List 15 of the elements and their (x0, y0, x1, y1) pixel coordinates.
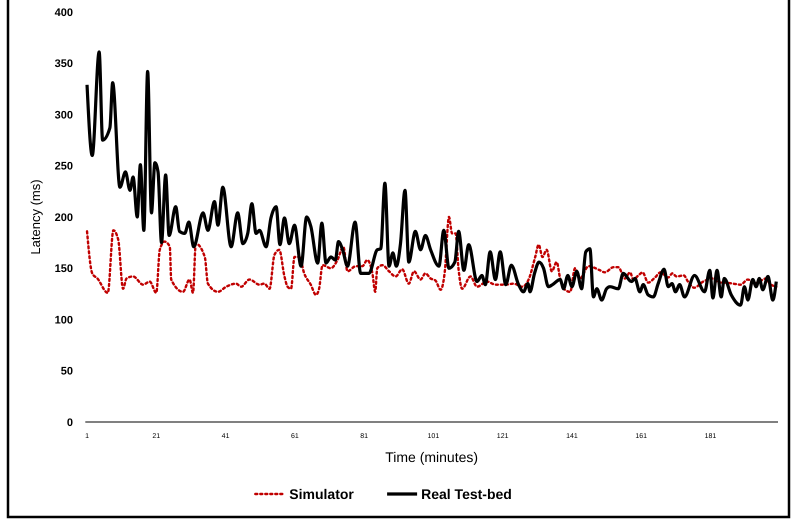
y-tick-label: 50 (60, 366, 73, 378)
y-tick-label: 0 (66, 416, 73, 429)
y-tick-label: 100 (54, 314, 73, 326)
y-tick-label: 200 (54, 212, 73, 224)
x-axis-title: Time (minutes) (385, 449, 478, 465)
line-series (86, 216, 778, 296)
y-tick-label: 250 (54, 160, 73, 173)
y-tick-label: 350 (54, 58, 73, 70)
y-axis-title: Latency (ms) (28, 179, 43, 255)
legend-label: Real Test-bed (421, 486, 512, 502)
legend-label: Simulator (289, 486, 354, 502)
y-tick-label: 300 (54, 109, 73, 122)
line-series (85, 50, 778, 307)
y-tick-label: 400 (54, 6, 73, 19)
y-tick-label: 150 (54, 263, 73, 276)
